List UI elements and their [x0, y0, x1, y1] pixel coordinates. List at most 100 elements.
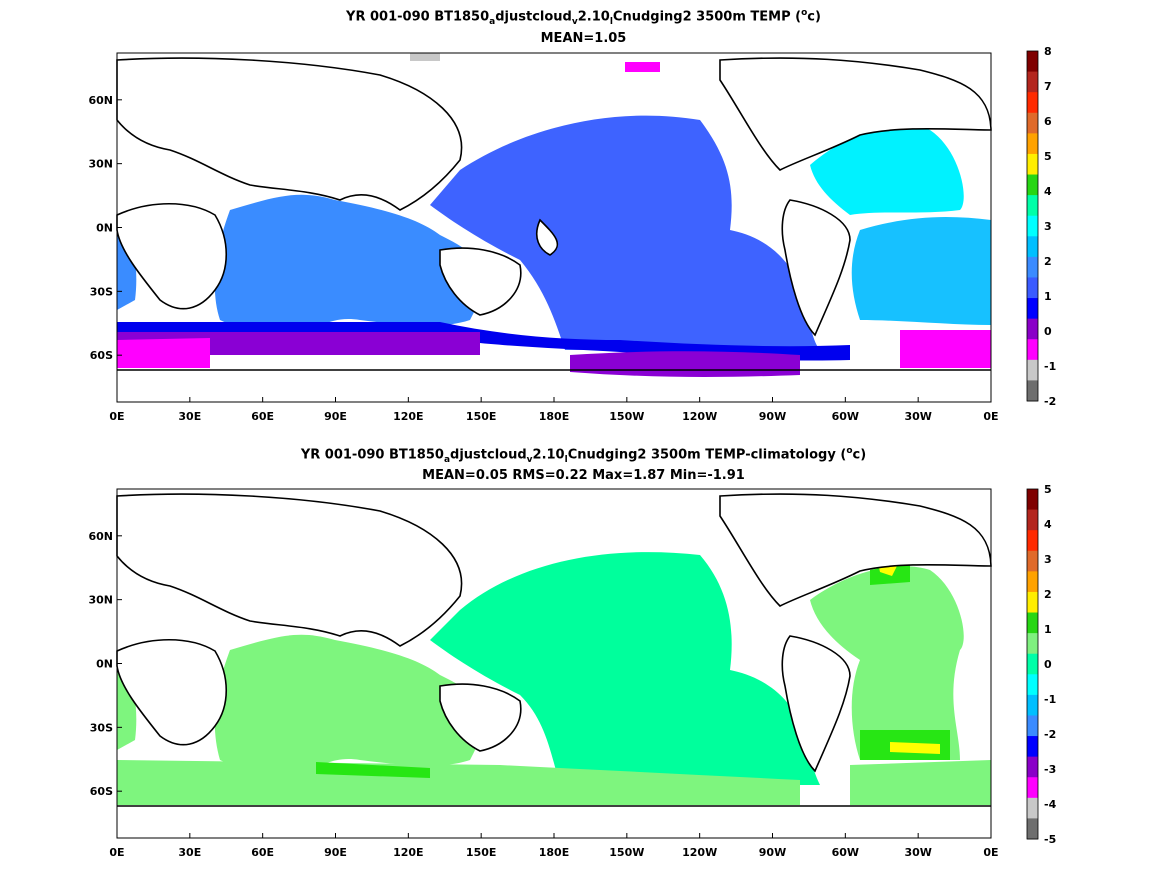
colorbar-swatch: [1027, 653, 1038, 675]
colorbar-label: 4: [1044, 518, 1052, 531]
panel1-y-ticks: 60N 30N 0N 30S 60S: [88, 94, 122, 362]
colorbar-frame: [1026, 488, 1039, 840]
panel1-title: YR 001-090 BT1850adjustcloudv2.10lCnudgi…: [346, 8, 821, 27]
colorbar-swatch: [1027, 509, 1038, 531]
colorbar-swatch: [1027, 736, 1038, 758]
colorbar-label: -3: [1044, 763, 1056, 776]
x-tick-label: 90E: [324, 846, 347, 859]
colorbar-label: 2: [1044, 588, 1052, 601]
colorbar-swatch: [1027, 256, 1038, 278]
colorbar-swatch: [1027, 571, 1038, 593]
colorbar-swatch: [1027, 633, 1038, 655]
panel1-stats: MEAN=1.05: [540, 31, 627, 46]
p2-green-patches: [316, 562, 950, 778]
x-tick-label: 60E: [251, 846, 274, 859]
colorbar-swatch: [1027, 818, 1038, 840]
colorbar-swatch: [1027, 236, 1038, 258]
y-tick-label: 60S: [90, 785, 113, 798]
colorbar-swatch: [1027, 359, 1038, 381]
colorbar-label: 0: [1044, 325, 1052, 338]
colorbar-swatch: [1027, 715, 1038, 737]
x-tick-label: 60W: [832, 846, 859, 859]
p2-pacific: [430, 552, 820, 785]
colorbar-swatch: [1027, 112, 1038, 134]
x-tick-label: 30W: [904, 410, 931, 423]
colorbar-swatch: [1027, 550, 1038, 572]
x-tick-label: 150E: [466, 846, 496, 859]
p1-southern-blue: [117, 322, 850, 361]
colorbar-label: 8: [1044, 45, 1052, 58]
colorbar-swatch: [1027, 318, 1038, 340]
x-tick-label: 30W: [904, 846, 931, 859]
colorbar-swatch: [1027, 277, 1038, 299]
colorbar-swatch: [1027, 153, 1038, 176]
panel2-y-ticks: 60N 30N 0N 30S 60S: [88, 530, 122, 798]
p1-southern-magenta: [117, 62, 991, 368]
panel2-x-ticks: 0E 30E 60E 90E 120E 150E 180E 150W 120W 90W 60W 30W…: [109, 833, 999, 859]
colorbar-swatch: [1027, 674, 1038, 696]
x-tick-label: 60W: [832, 410, 859, 423]
colorbar-swatch: [1027, 133, 1038, 155]
y-tick-label: 0N: [96, 658, 113, 671]
y-tick-label: 0N: [96, 222, 113, 235]
colorbar-label: -2: [1044, 728, 1056, 741]
colorbar-label: -4: [1044, 798, 1057, 811]
p1-indian: [214, 194, 483, 330]
colorbar-swatch: [1027, 174, 1038, 196]
colorbar-label: 3: [1044, 553, 1052, 566]
x-tick-label: 180E: [539, 846, 569, 859]
colorbar-label: 6: [1044, 115, 1052, 128]
colorbar-label: 5: [1044, 483, 1052, 496]
y-tick-label: 60N: [88, 94, 113, 107]
x-tick-label: 0E: [109, 846, 124, 859]
colorbar-label: 0: [1044, 658, 1052, 671]
panel2-ocean-fields: [117, 552, 991, 805]
panel1-coastlines: [116, 57, 992, 371]
p1-southern-purple: [117, 332, 800, 377]
x-tick-label: 0E: [983, 410, 998, 423]
x-tick-label: 150W: [609, 410, 644, 423]
colorbar-label: 7: [1044, 80, 1052, 93]
colorbar-swatch: [1027, 380, 1038, 402]
p1-atlantic-south: [851, 217, 991, 325]
x-tick-label: 30E: [178, 410, 201, 423]
colorbar-label: 1: [1044, 623, 1052, 636]
colorbar-swatch: [1027, 530, 1038, 552]
x-tick-label: 90W: [759, 410, 786, 423]
panel2-map: 0E 30E 60E 90E 120E 150E 180E 150W 120W 90W 60W 30W…: [88, 488, 999, 859]
colorbar-swatch: [1027, 339, 1038, 361]
p1-pacific: [430, 115, 820, 350]
colorbar-swatch: [1027, 694, 1038, 716]
colorbar-label: 2: [1044, 255, 1052, 268]
colorbar-swatch: [1027, 591, 1038, 614]
colorbar-label: 5: [1044, 150, 1052, 163]
colorbar-swatch: [1027, 51, 1038, 73]
x-tick-label: 90W: [759, 846, 786, 859]
colorbar-swatch: [1027, 195, 1038, 217]
colorbar-swatch: [1027, 797, 1038, 819]
y-tick-label: 30N: [88, 594, 113, 607]
colorbar-swatch: [1027, 612, 1038, 634]
panel1-map: 0E 30E 60E 90E 120E 150E 180E 150W 120W 90W 60W 30W…: [88, 52, 999, 423]
x-tick-label: 150W: [609, 846, 644, 859]
y-tick-label: 30S: [90, 285, 113, 298]
p1-gray-patch: [410, 53, 440, 61]
x-tick-label: 120E: [393, 410, 423, 423]
colorbar-frame: [1026, 50, 1039, 402]
colorbar-swatch: [1027, 71, 1038, 93]
y-tick-label: 60N: [88, 530, 113, 543]
p2-indian: [214, 634, 483, 770]
panel2-stats: MEAN=0.05 RMS=0.22 Max=1.87 Min=-1.91: [422, 468, 745, 483]
panel1-ocean-fields: [117, 53, 991, 377]
p2-atlantic: [810, 566, 964, 760]
x-tick-label: 90E: [324, 410, 347, 423]
x-tick-label: 120E: [393, 846, 423, 859]
colorbar-label: 1: [1044, 290, 1052, 303]
colorbar-swatch: [1027, 92, 1038, 114]
colorbar-label: 3: [1044, 220, 1052, 233]
y-tick-label: 60S: [90, 349, 113, 362]
x-tick-label: 30E: [178, 846, 201, 859]
panel2-colorbar: 5 4 3 2 1 0 -1 -2 -3 -4 -5: [1026, 483, 1057, 846]
panel1-x-ticks: 0E 30E 60E 90E 120E 150E 180E 150W 120W 90W 60W 30W…: [109, 397, 999, 423]
